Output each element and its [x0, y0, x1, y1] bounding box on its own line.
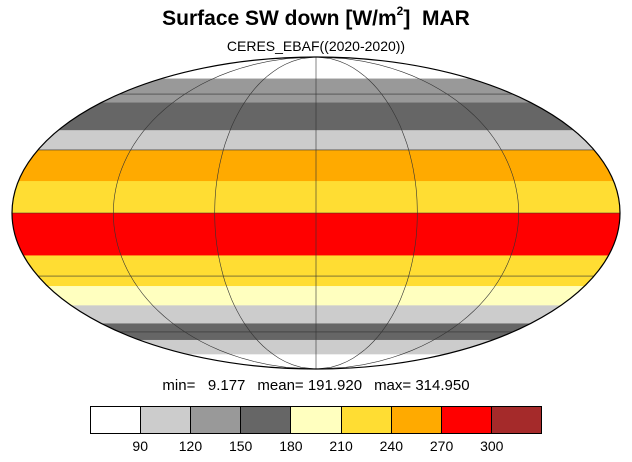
colorbar-box — [241, 407, 292, 433]
colorbar-box — [391, 407, 442, 433]
colorbar-box — [91, 407, 142, 433]
stat-max: max= 314.950 — [374, 377, 470, 394]
colorbar-tick-label: 210 — [329, 438, 353, 454]
colorbar-tick-label: 300 — [480, 438, 504, 454]
colorbar-tick-label: 270 — [429, 438, 454, 454]
colorbar-tick-label: 120 — [178, 438, 203, 454]
meridian-line — [214, 57, 317, 369]
colorbar-tick-label: 150 — [228, 438, 253, 454]
colorbar-box — [141, 407, 192, 433]
map-subtitle: CERES_EBAF((2020-2020)) — [226, 38, 406, 54]
colorbar-box — [191, 407, 242, 433]
colorbar-box — [341, 407, 392, 433]
stat-min: min= 9.177 — [162, 377, 246, 394]
meridian-line — [112, 57, 317, 369]
colorbar-box — [441, 407, 492, 433]
colorbar-box — [491, 407, 541, 433]
colorbar-box — [291, 407, 342, 433]
meridian-line — [315, 57, 520, 369]
map-title: Surface SW down [W/m2] MAR — [162, 4, 470, 30]
stats-line: min= 9.177 mean= 191.920 max= 314.950 — [0, 377, 632, 394]
colorbar-labels: 90 120 150 180 210 240 270 300 — [90, 438, 542, 456]
globe-outline — [11, 56, 621, 370]
colorbar-tick-label: 90 — [132, 438, 149, 454]
colorbar-tick-label: 240 — [379, 438, 404, 454]
colorbar — [90, 406, 542, 434]
stat-mean: mean= 191.920 — [257, 377, 363, 394]
mollweide-map — [11, 56, 621, 370]
colorbar-tick-label: 180 — [279, 438, 303, 454]
meridian-line — [315, 57, 418, 369]
